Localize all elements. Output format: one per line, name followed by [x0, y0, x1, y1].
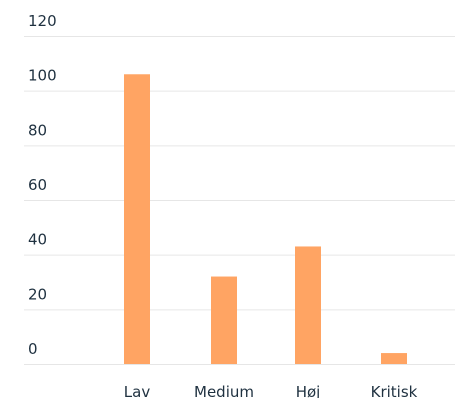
bars [124, 74, 407, 365]
x-tick-label: Medium [194, 383, 254, 398]
bar-medium [211, 276, 237, 364]
x-tick-label: Kritisk [371, 383, 418, 398]
x-tick-label: Lav [124, 383, 151, 398]
y-tick-label: 80 [28, 121, 47, 139]
y-tick-label: 20 [28, 285, 47, 303]
y-tick-label: 0 [28, 340, 38, 358]
grid-lines [24, 36, 455, 365]
y-axis-tick-labels: 0 20 40 60 80 100 120 [28, 12, 57, 358]
bar-lav [124, 74, 150, 365]
y-tick-label: 120 [28, 12, 57, 30]
x-tick-label: Høj [296, 383, 321, 398]
y-tick-label: 40 [28, 231, 47, 249]
bar-kritisk [381, 353, 407, 364]
bar-høj [295, 246, 321, 364]
x-axis-tick-labels: Lav Medium Høj Kritisk [124, 383, 418, 401]
y-tick-label: 60 [28, 176, 47, 194]
y-tick-label: 100 [28, 67, 57, 85]
